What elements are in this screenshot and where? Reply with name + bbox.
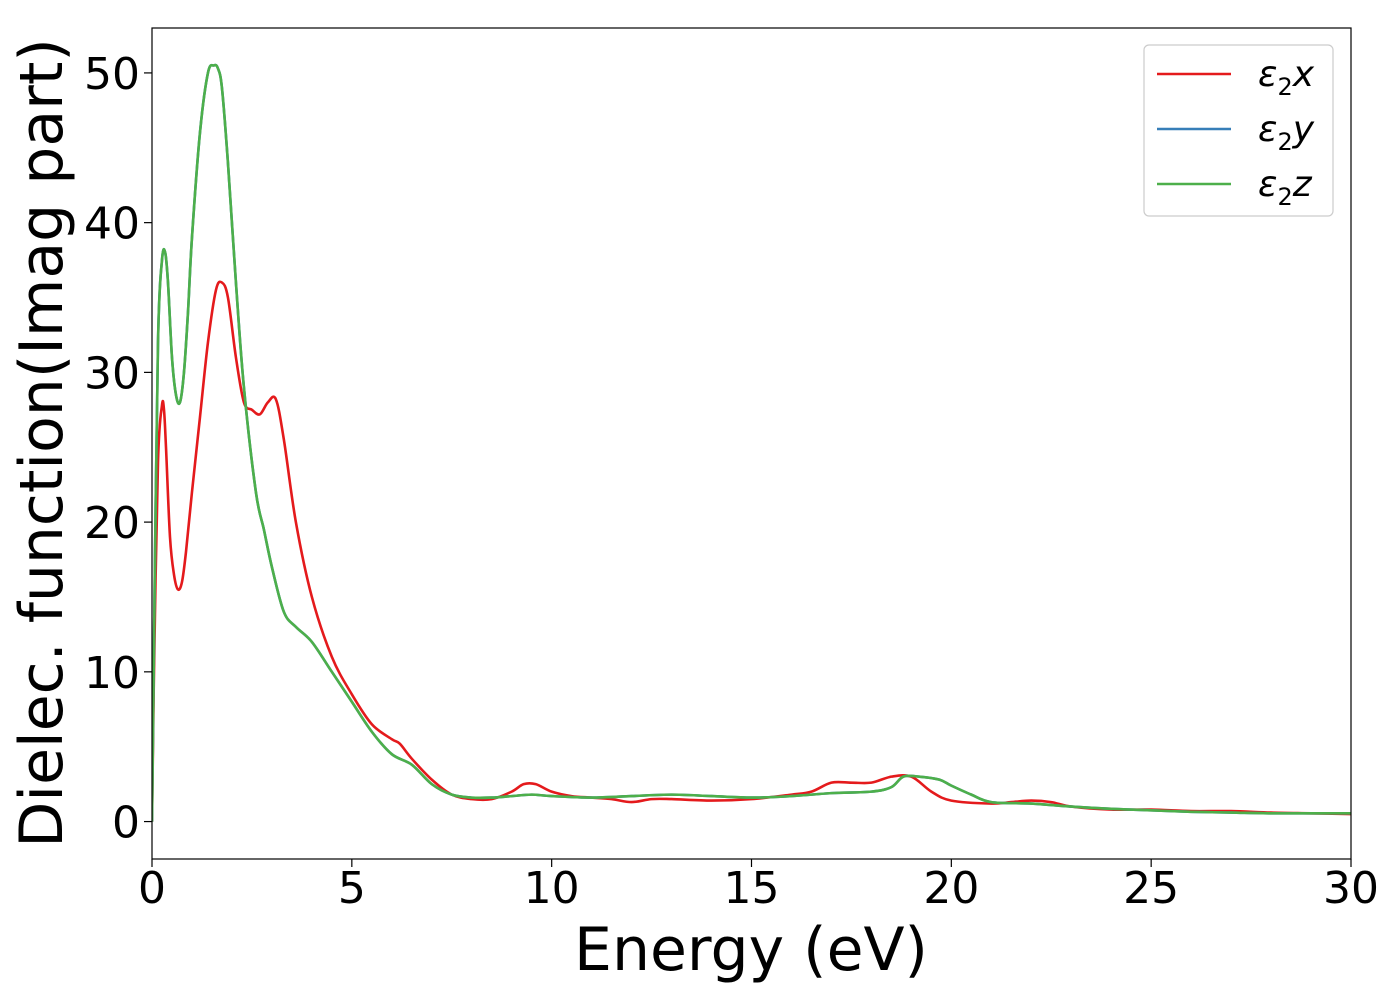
legend-box	[1143, 44, 1334, 217]
x-tick-label: 20	[923, 863, 979, 914]
legend-label-sub: 2	[1277, 183, 1292, 211]
series-group	[152, 63, 1351, 822]
series-line-2	[152, 63, 1351, 822]
x-axis-ticks: 0 5 10 15 20 25 30	[138, 859, 1379, 914]
y-tick-label: 30	[84, 348, 140, 399]
legend-label-tail: z	[1292, 164, 1313, 205]
x-tick-label: 0	[138, 863, 166, 914]
y-tick-label: 0	[112, 798, 140, 849]
legend-label-main: ε	[1258, 54, 1277, 95]
y-tick-label: 20	[84, 498, 140, 549]
y-tick-label: 50	[84, 49, 140, 100]
legend-label-main: ε	[1258, 109, 1277, 150]
legend-label-tail: y	[1292, 109, 1315, 150]
series-line-0	[152, 280, 1351, 822]
legend-label-main: ε	[1258, 164, 1277, 205]
y-tick-label: 10	[84, 648, 140, 699]
y-tick-label: 40	[84, 199, 140, 250]
x-tick-label: 15	[724, 863, 780, 914]
legend-label-sub: 2	[1277, 73, 1292, 101]
legend-label-sub: 2	[1277, 128, 1292, 156]
x-tick-label: 5	[338, 863, 366, 914]
y-axis-ticks: 0 10 20 30 40 50	[84, 49, 152, 849]
legend-label-tail: x	[1292, 54, 1315, 95]
legend-label-1: ε2y	[1258, 109, 1315, 156]
legend-label-0: ε2x	[1258, 54, 1315, 101]
legend-label-2: ε2z	[1258, 164, 1313, 211]
x-axis-title: Energy (eV)	[574, 915, 928, 985]
x-tick-label: 25	[1123, 863, 1179, 914]
x-tick-label: 10	[524, 863, 580, 914]
x-tick-label: 30	[1323, 863, 1379, 914]
y-axis-title: Dielec. function(Imag part)	[7, 38, 77, 848]
